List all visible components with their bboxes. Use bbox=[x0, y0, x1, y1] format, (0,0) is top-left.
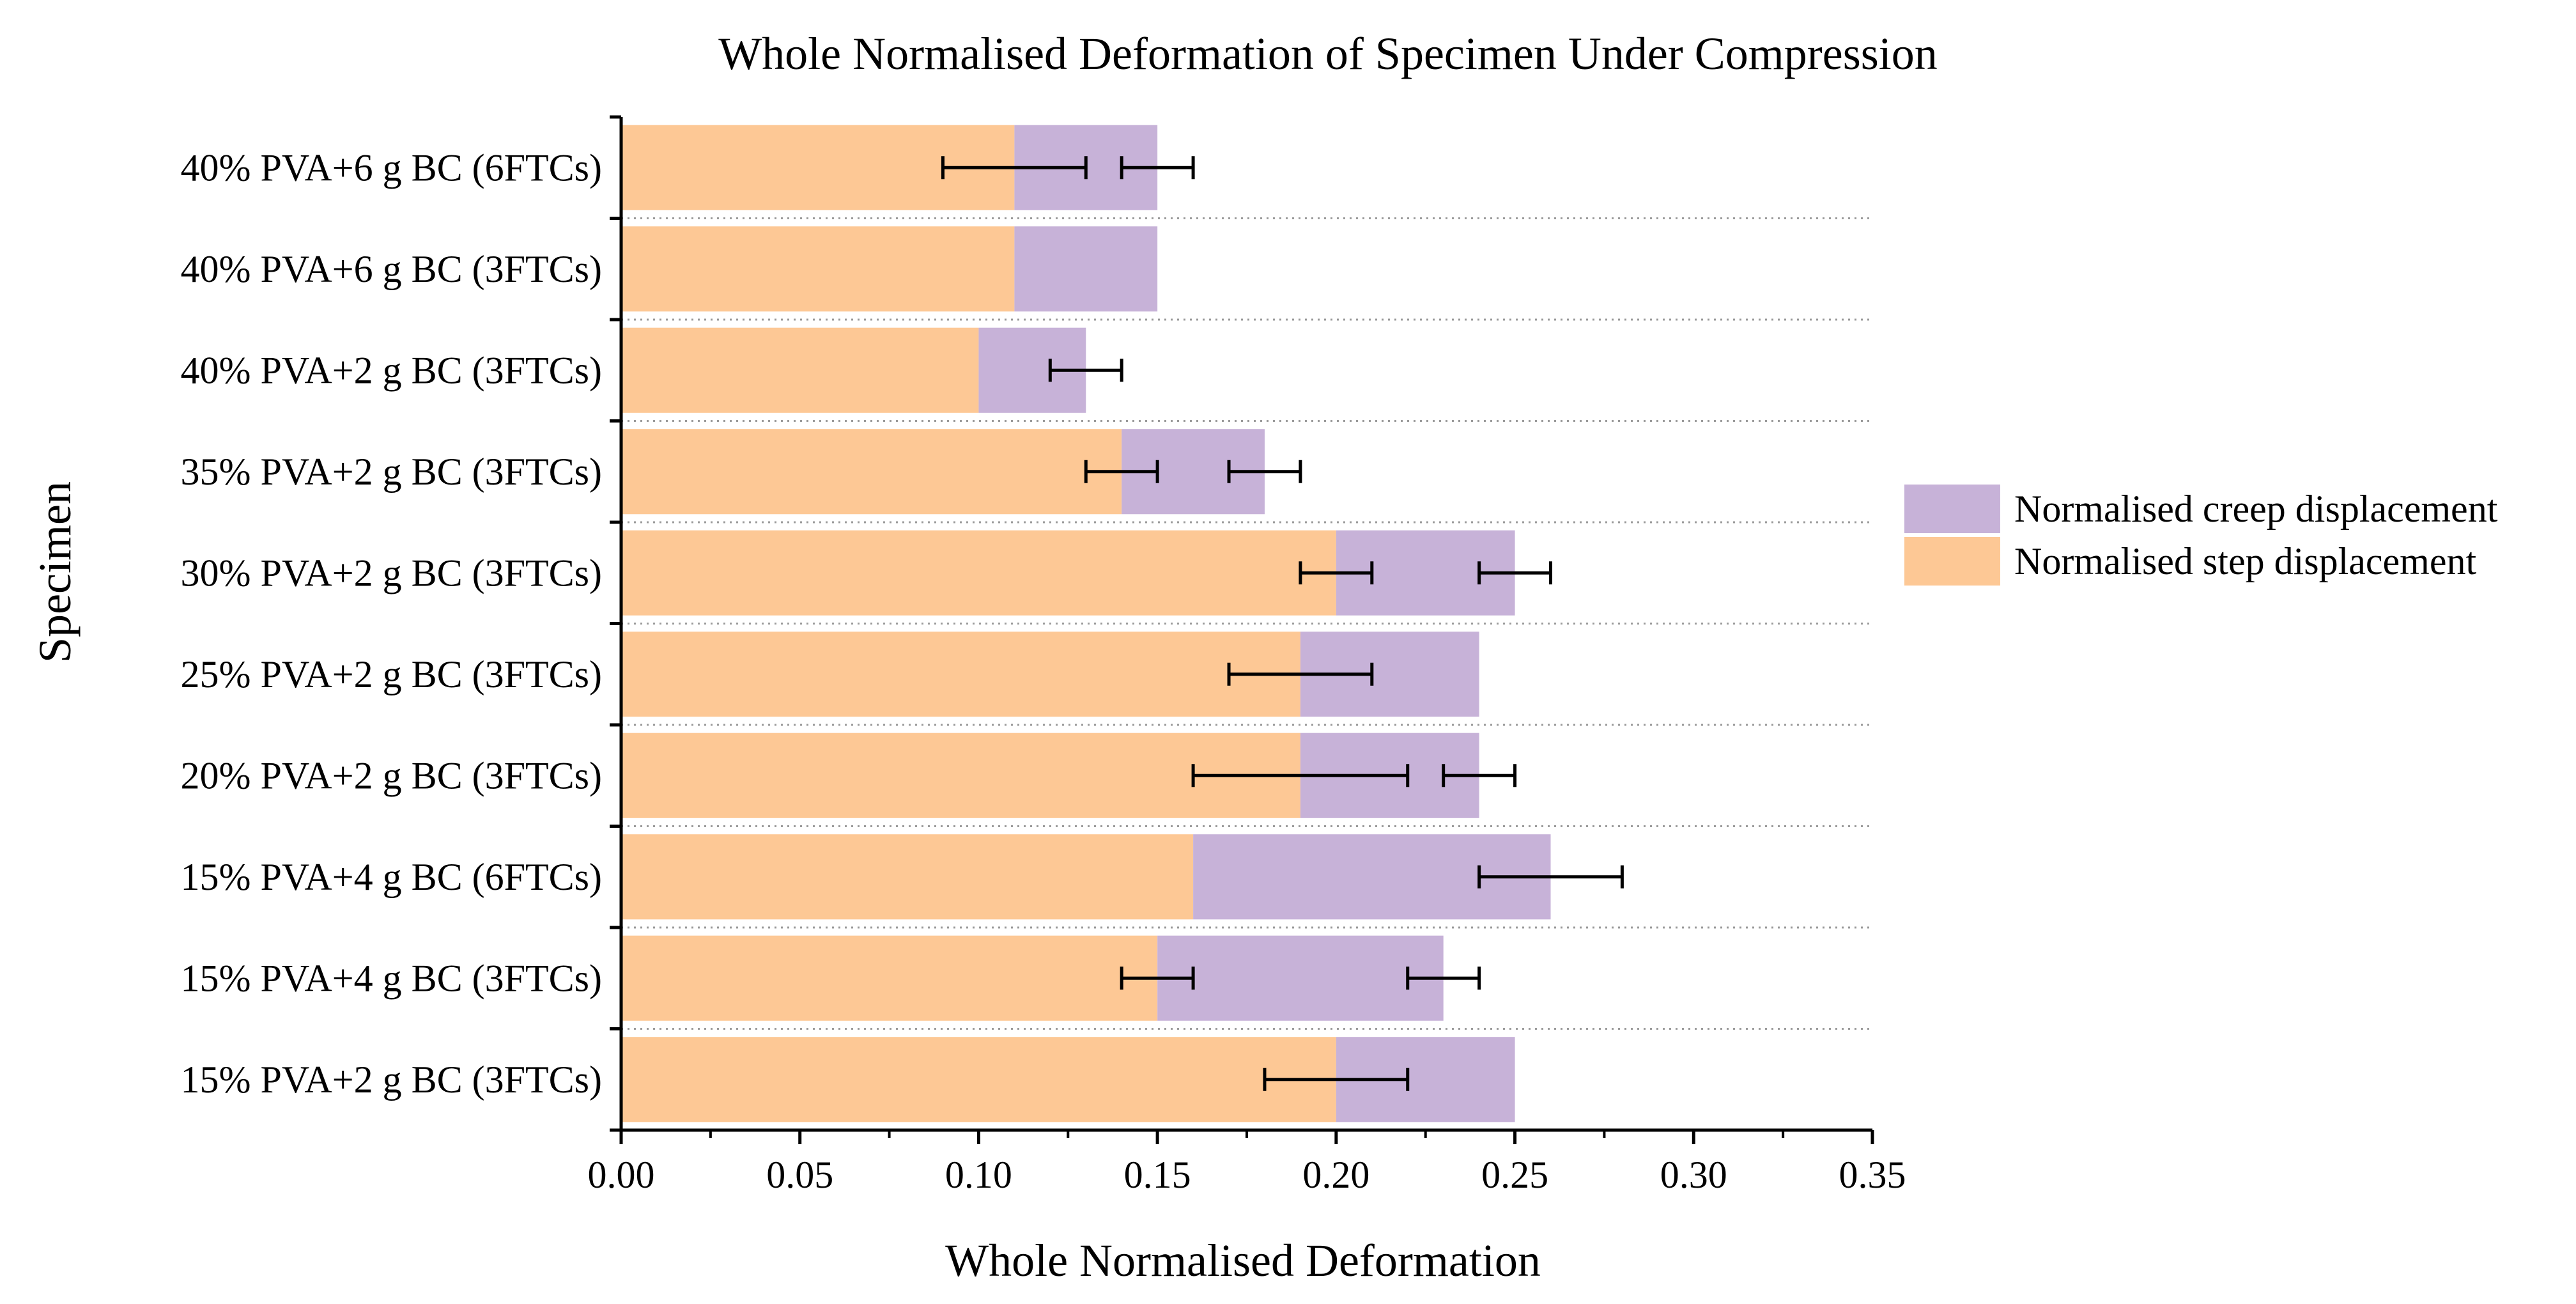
bar-step-displacement bbox=[621, 226, 1015, 312]
error-bars-group bbox=[941, 156, 1624, 1091]
bar-step-displacement bbox=[621, 327, 979, 413]
legend-swatch bbox=[1904, 537, 2000, 586]
category-label: 40% PVA+6 g BC (3FTCs) bbox=[180, 248, 602, 290]
category-label: 35% PVA+2 g BC (3FTCs) bbox=[180, 451, 602, 493]
x-tick-label: 0.35 bbox=[1839, 1154, 1906, 1196]
legend-swatch bbox=[1904, 485, 2000, 533]
x-tick-label: 0.15 bbox=[1124, 1154, 1191, 1196]
bar-creep-displacement bbox=[1014, 226, 1158, 312]
x-tick-label: 0.30 bbox=[1660, 1154, 1727, 1196]
bar-step-displacement bbox=[621, 429, 1122, 515]
y-axis-label: Specimen bbox=[29, 481, 81, 663]
legend-label: Normalised creep displacement bbox=[2014, 488, 2498, 530]
bar-step-displacement bbox=[621, 632, 1300, 717]
x-tick-label: 0.00 bbox=[588, 1154, 655, 1196]
legend-label: Normalised step displacement bbox=[2014, 540, 2476, 582]
category-label: 40% PVA+2 g BC (3FTCs) bbox=[180, 349, 602, 391]
bar-step-displacement bbox=[621, 733, 1300, 818]
x-tick-label: 0.10 bbox=[945, 1154, 1012, 1196]
bar-step-displacement bbox=[621, 834, 1194, 920]
x-tick-label: 0.05 bbox=[766, 1154, 833, 1196]
axes-group bbox=[610, 115, 1874, 1144]
bars-group bbox=[621, 125, 1551, 1122]
category-label: 30% PVA+2 g BC (3FTCs) bbox=[180, 552, 602, 594]
bar-creep-displacement bbox=[1157, 935, 1444, 1021]
category-labels: 15% PVA+2 g BC (3FTCs) 15% PVA+4 g BC (3F… bbox=[180, 146, 602, 1101]
x-tick-label: 0.25 bbox=[1481, 1154, 1548, 1196]
category-label: 40% PVA+6 g BC (6FTCs) bbox=[180, 146, 602, 189]
x-tick-labels: 0.00 0.05 0.10 0.15 0.20 0.25 0.30 0.35 bbox=[588, 1154, 1906, 1196]
bar-step-displacement bbox=[621, 530, 1336, 616]
category-label: 15% PVA+2 g BC (3FTCs) bbox=[180, 1059, 602, 1101]
legend: Normalised creep displacement Normalised … bbox=[1904, 485, 2498, 586]
category-label: 15% PVA+4 g BC (3FTCs) bbox=[180, 957, 602, 999]
x-axis-label: Whole Normalised Deformation bbox=[945, 1235, 1541, 1286]
bar-step-displacement bbox=[621, 935, 1158, 1021]
category-label: 25% PVA+2 g BC (3FTCs) bbox=[180, 653, 602, 695]
category-label: 15% PVA+4 g BC (6FTCs) bbox=[180, 856, 602, 898]
x-tick-label: 0.20 bbox=[1302, 1154, 1369, 1196]
grid-lines bbox=[621, 217, 1872, 1030]
bar-step-displacement bbox=[621, 1037, 1336, 1122]
chart-title: Whole Normalised Deformation of Specimen… bbox=[718, 28, 1938, 79]
category-label: 20% PVA+2 g BC (3FTCs) bbox=[180, 754, 602, 796]
